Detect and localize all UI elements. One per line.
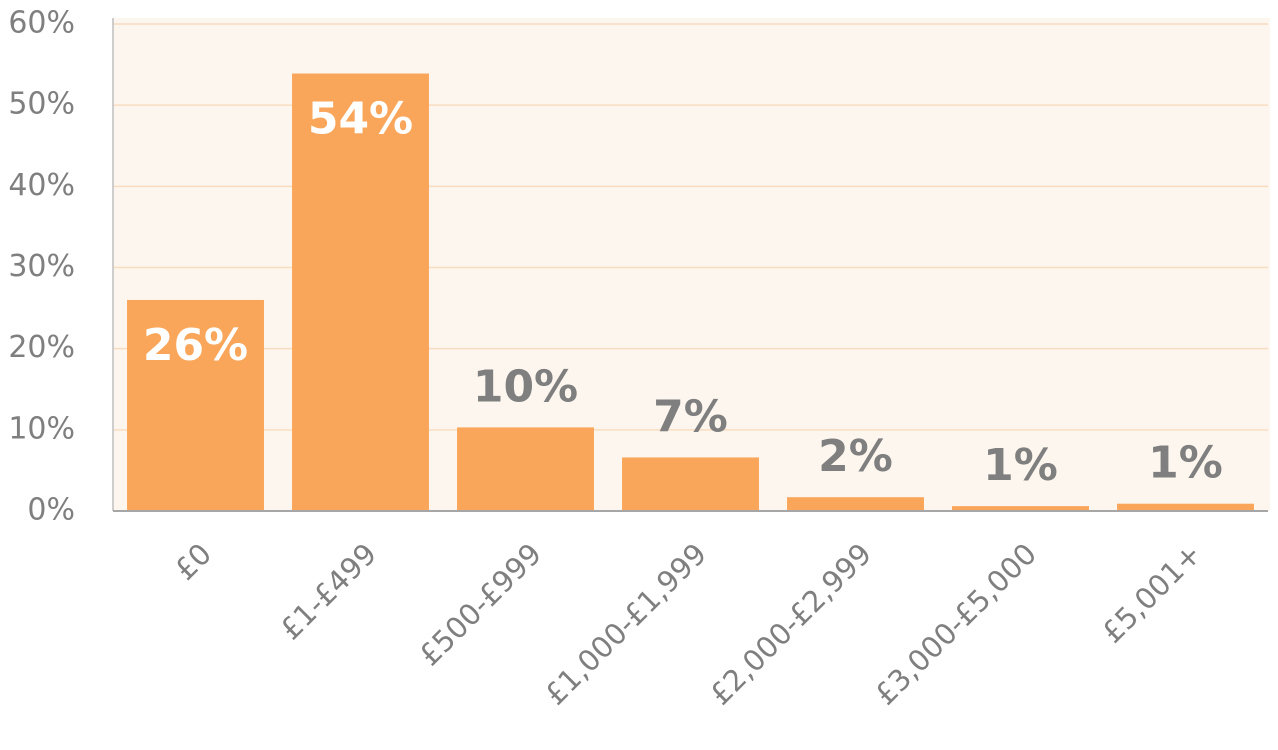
x-tick-label: £500-£999 [412,537,548,673]
value-label: 54% [308,94,413,145]
bar [1117,503,1254,511]
y-tick-label: 40% [8,168,75,203]
value-label: 26% [143,320,248,371]
bar [622,457,759,511]
value-label: 10% [473,361,578,412]
y-tick-label: 60% [8,6,75,41]
bar [457,427,594,511]
y-tick-label: 0% [27,493,75,528]
x-tick-label: £5,001+ [1095,537,1208,650]
y-tick-label: 50% [8,87,75,122]
bar [952,506,1089,511]
value-label: 2% [818,431,893,482]
value-label: 1% [1148,438,1223,489]
x-tick-label: £1-£499 [273,537,383,647]
x-tick-label: £2,000-£2,999 [703,537,878,712]
y-tick-label: 20% [8,330,75,365]
bar [292,73,429,512]
x-tick-label: £1,000-£1,999 [538,537,713,712]
value-label: 1% [983,440,1058,491]
bar [127,299,264,511]
y-tick-label: 30% [8,249,75,284]
y-tick-label: 10% [8,411,75,446]
value-label: 7% [653,391,728,442]
bar [787,497,924,511]
x-tick-label: £3,000-£5,000 [868,537,1043,712]
x-tick-label: £0 [168,537,218,587]
